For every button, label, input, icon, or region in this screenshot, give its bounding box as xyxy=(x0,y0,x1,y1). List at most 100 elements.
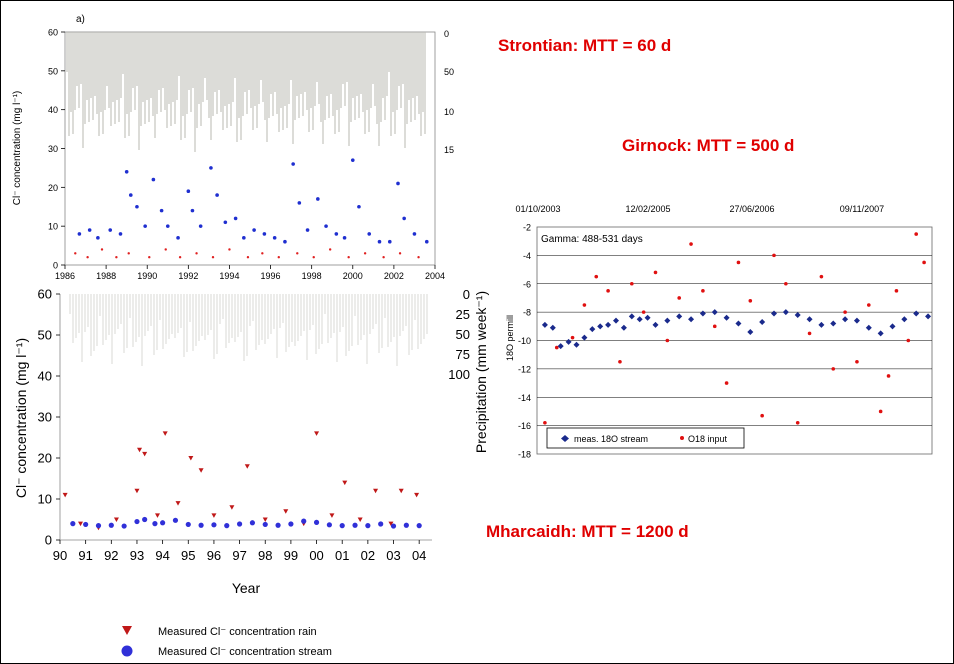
stream-point xyxy=(118,232,123,236)
y-tick-label: 20 xyxy=(38,451,52,466)
stream-point xyxy=(198,224,203,228)
y-tick-label: 60 xyxy=(38,287,52,302)
stream-point xyxy=(735,320,742,327)
stream-point xyxy=(334,232,339,236)
rain-point xyxy=(142,451,148,457)
mharcaidh-x-ticks: 90 91 92 93 94 95 96 97 98 99 00 01 02 03 04 xyxy=(53,540,426,563)
rain-point xyxy=(188,456,194,461)
x-tick-label: 1996 xyxy=(261,271,281,281)
stream-point xyxy=(806,316,813,323)
stream-point xyxy=(877,330,884,337)
stream-point xyxy=(124,170,129,174)
stream-point xyxy=(581,334,588,341)
y-tick-label: 0 xyxy=(45,533,52,548)
y2-tick-label: 25 xyxy=(456,307,470,322)
stream-point xyxy=(853,317,860,324)
strontian-marks xyxy=(74,158,429,259)
stream-point xyxy=(412,232,417,236)
x-tick-label: 96 xyxy=(207,548,221,563)
rain-point xyxy=(162,431,168,436)
rain-point xyxy=(100,248,104,251)
stream-point xyxy=(152,521,158,527)
strontian-precip-bars xyxy=(66,32,426,152)
strontian-x-ticks: 1986 1988 1990 1992 1994 1996 1998 2000 2002 2004 xyxy=(55,265,445,281)
input-point xyxy=(689,242,693,246)
rain-point xyxy=(277,256,280,259)
girnock-marks xyxy=(541,232,932,425)
rain-point xyxy=(329,513,335,518)
stream-point xyxy=(70,521,76,527)
input-point xyxy=(843,310,847,314)
legend-stream18o-marker xyxy=(561,435,569,442)
stream-point xyxy=(613,317,619,324)
x-tick-label: 93 xyxy=(130,548,144,563)
x-tick-label: 92 xyxy=(104,548,118,563)
stream-point xyxy=(233,216,238,221)
x-tick-label: 97 xyxy=(232,548,246,563)
caption-mharcaidh: Mharcaidh: MTT = 1200 d xyxy=(486,522,689,541)
stream-point xyxy=(925,313,932,320)
strontian-panel-label: a) xyxy=(76,14,85,25)
mharcaidh-marks xyxy=(62,431,422,531)
y-tick-label: 50 xyxy=(48,66,58,76)
rain-point xyxy=(261,252,264,255)
input-point xyxy=(748,298,753,303)
x-tick-label: 01 xyxy=(335,548,349,563)
rain-point xyxy=(398,252,402,255)
stream-point xyxy=(87,228,92,232)
input-point xyxy=(594,274,599,279)
stream-point xyxy=(316,197,320,201)
stream-point xyxy=(95,523,102,529)
mharcaidh-legend: Measured Cl⁻ concentration rain Measured… xyxy=(121,626,332,658)
stream-point xyxy=(597,323,604,330)
stream-point xyxy=(160,520,166,526)
stream-point xyxy=(291,162,295,166)
stream-point xyxy=(378,521,384,527)
rain-point xyxy=(178,256,182,259)
stream-point xyxy=(367,232,372,236)
stream-point xyxy=(541,321,548,328)
stream-point xyxy=(676,313,683,320)
x-tick-label: 95 xyxy=(181,548,195,563)
girnock-chart: -2 -4 -6 -8 -10 -12 -14 -16 -18 01/10/2003 12/02/… xyxy=(505,204,933,460)
y2-tick-label: 0 xyxy=(463,287,470,302)
stream-point xyxy=(272,236,277,240)
y-tick-label: 10 xyxy=(48,222,58,232)
rain-point xyxy=(382,256,385,259)
stream-point xyxy=(297,201,302,205)
y-tick-label: -10 xyxy=(518,336,531,346)
stream-point xyxy=(416,523,422,529)
stream-point xyxy=(628,313,635,320)
strontian-y-ticks: 0 10 20 30 40 50 60 xyxy=(48,28,65,271)
rain-point xyxy=(244,464,250,469)
caption-girnock: Girnock: MTT = 500 d xyxy=(622,136,795,155)
stream-point xyxy=(549,324,556,331)
x-tick-label: 1994 xyxy=(219,271,239,281)
stream-point xyxy=(759,319,766,326)
stream-point xyxy=(305,228,310,232)
x-tick-label: 98 xyxy=(258,548,272,563)
input-point xyxy=(582,303,587,307)
stream-point xyxy=(83,521,89,528)
stream-point xyxy=(771,310,777,317)
x-tick-label: 99 xyxy=(284,548,298,563)
legend-stream18o-label: meas. 18O stream xyxy=(574,434,648,444)
x-tick-label: 2000 xyxy=(343,271,363,281)
girnock-legend: meas. 18O stream O18 input xyxy=(546,427,745,449)
stream-point xyxy=(782,309,789,316)
stream-point xyxy=(165,224,170,228)
rain-point xyxy=(417,256,420,259)
rain-point xyxy=(283,509,289,514)
rain-point xyxy=(363,252,367,255)
y2-tick-label: 50 xyxy=(456,327,470,342)
stream-point xyxy=(215,193,219,197)
strontian-y-axis-label: Cl⁻ concentration (mg l⁻¹) xyxy=(12,91,23,205)
stream-point xyxy=(283,239,287,244)
rain-point xyxy=(113,517,119,522)
stream-point xyxy=(350,158,355,162)
stream-point xyxy=(573,341,580,348)
legend-stream-label: Measured Cl⁻ concentration stream xyxy=(158,646,332,658)
stream-point xyxy=(249,520,256,526)
x-tick-label: 2004 xyxy=(425,271,445,281)
